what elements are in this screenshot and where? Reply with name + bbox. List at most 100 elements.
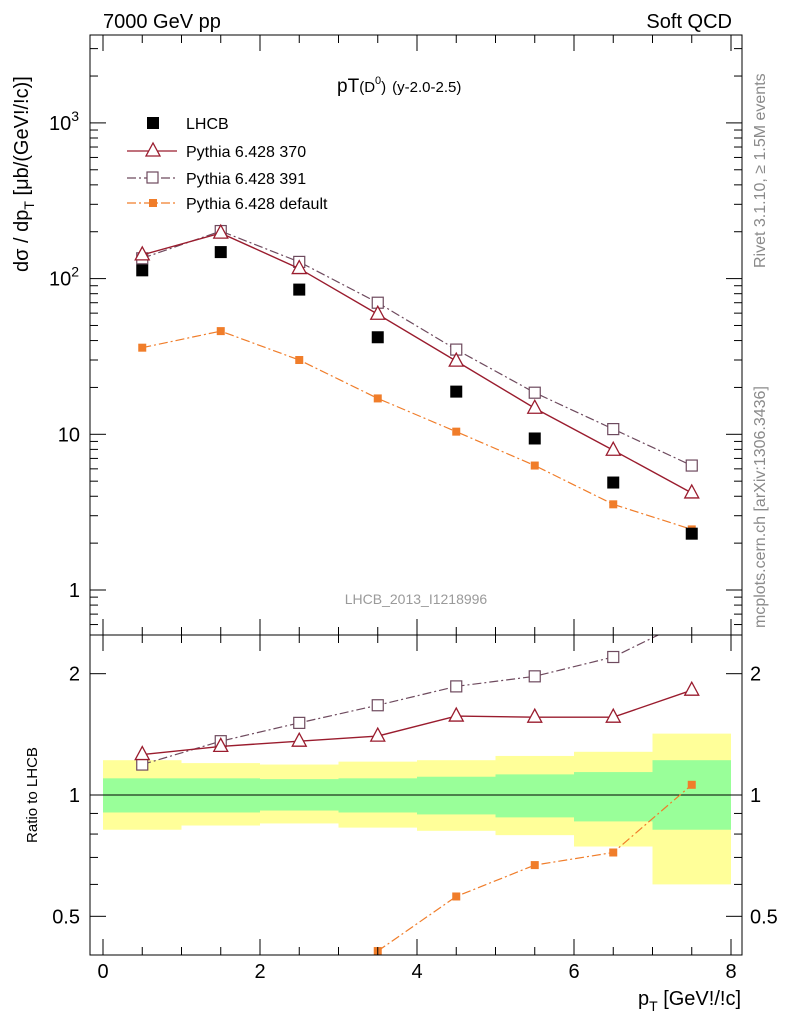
main-lhcb-point [450, 385, 463, 398]
ratio-uncertainty-bands [103, 733, 731, 885]
main-pythia-391-line [142, 230, 693, 467]
main-pythia-370-point [683, 483, 700, 499]
ylabel-sub: T [21, 201, 37, 210]
main-y-tick-label: 1 [69, 580, 80, 602]
main-y-tick-label: 10 [58, 424, 80, 446]
main-pythia-370-point [605, 440, 622, 456]
ratio-x-tick-label: 8 [725, 961, 736, 983]
tick-base: 10 [49, 113, 71, 135]
main-y-tick-label: 103 [49, 108, 79, 135]
main-pythia-370-line [142, 232, 693, 494]
xlabel-sub: T [649, 998, 658, 1014]
legend-item-pythia-370: Pythia 6.428 370 [127, 141, 306, 161]
ratio-x-tick-label: 2 [254, 961, 265, 983]
main-y-axis-label: dσ / dpT [μb/(GeV!/!c)] [11, 76, 37, 272]
energy-label: 7000 GeV pp [103, 11, 221, 33]
main-series-layer [134, 223, 700, 540]
x-axis-label: pT [GeV!/!c] [638, 988, 741, 1014]
rivet-label: Rivet 3.1.10, ≥ 1.5M events [752, 73, 769, 268]
main-pythia-391-point [685, 459, 698, 472]
ratio-pythia-370-point [448, 706, 465, 722]
main-pythia-default-point [373, 394, 382, 403]
legend: LHCB Pythia 6.428 370 Pythia 6.428 391 P… [127, 116, 328, 213]
legend-marker-pythia-391 [146, 171, 159, 184]
legend-label-pythia-391: Pythia 6.428 391 [186, 171, 306, 188]
title-rapidity: (y-2.0-2.5) [392, 79, 461, 96]
main-pythia-391-point [607, 422, 620, 436]
ylabel-unit: [μb/(GeV!/!c)] [11, 76, 33, 201]
title-main: pT [337, 76, 360, 97]
ratio-pythia-default-point [530, 861, 539, 870]
ratio-panel: 0.5 0.5 1 1 2 2 0 2 4 6 8 Ratio to LHCB pT [GeV!/… [24, 634, 778, 1014]
ratio-pythia-391-point [528, 670, 541, 683]
ratio-x-tick-label: 0 [97, 961, 108, 983]
ratio-x-tick-label: 6 [568, 961, 579, 983]
main-lhcb-point [293, 283, 306, 296]
ratio-pythia-391-point [136, 758, 149, 771]
ratio-pythia-391-point [293, 716, 306, 729]
main-lhcb-point [214, 246, 227, 259]
ratio-pythia-370-point [134, 745, 151, 761]
main-pythia-370-point [448, 351, 465, 367]
legend-label-lhcb: LHCB [186, 116, 229, 133]
ratio-inner-band [417, 776, 496, 815]
ratio-pythia-default-point [687, 780, 696, 789]
main-lhcb-point [136, 264, 149, 277]
main-lhcb-point [371, 331, 384, 344]
xlabel-main: p [638, 988, 649, 1010]
legend-label-pythia-370: Pythia 6.428 370 [186, 144, 306, 161]
process-label: Soft QCD [646, 11, 732, 33]
ratio-y-tick-label-right: 0.5 [750, 906, 778, 928]
ratio-inner-band [574, 772, 653, 822]
legend-item-lhcb: LHCB [147, 116, 229, 133]
main-pythia-370-point [526, 398, 543, 414]
ratio-pythia-default-line [377, 784, 693, 952]
ratio-y-axis: 0.5 0.5 1 1 2 2 [52, 664, 778, 929]
main-lhcb-point [607, 476, 620, 489]
main-pythia-default-point [216, 327, 225, 336]
tick-exponent: 3 [71, 108, 79, 124]
analysis-watermark: LHCB_2013_I1218996 [345, 591, 488, 607]
ratio-pythia-370-point [212, 737, 229, 753]
main-pythia-default-line [142, 330, 692, 530]
ratio-x-tick-label: 4 [411, 961, 422, 983]
legend-marker-lhcb [147, 117, 159, 129]
main-pythia-370-point [212, 223, 229, 239]
plot-title: pT(D0) (y-2.0-2.5) [337, 75, 461, 97]
ratio-y-tick-label: 0.5 [52, 906, 80, 928]
xlabel-unit: [GeV!/!c] [658, 988, 741, 1010]
legend-marker-pythia-default [149, 199, 157, 207]
ratio-x-axis: 0 2 4 6 8 [97, 635, 737, 983]
tick-exponent: 2 [71, 264, 79, 280]
title-superscript: 0 [375, 75, 381, 87]
main-y-tick-label: 102 [49, 264, 79, 291]
ratio-y-tick-label-right: 1 [750, 785, 761, 807]
legend-label-pythia-default: Pythia 6.428 default [186, 196, 328, 213]
ylabel-main: dσ / dp [11, 210, 33, 272]
legend-marker-pythia-370 [144, 141, 162, 157]
ratio-y-tick-label-right: 2 [750, 664, 761, 686]
main-pythia-370-point [291, 259, 308, 275]
title-paren-open: ( [359, 79, 364, 96]
ratio-y-tick-label: 2 [69, 664, 80, 686]
ratio-pythia-default-point [609, 848, 618, 857]
title-paren-close: ) [381, 79, 386, 96]
ratio-inner-band [495, 774, 574, 818]
main-pythia-391-point [528, 386, 541, 399]
ratio-pythia-370-point [291, 731, 308, 747]
main-pythia-370-point [134, 245, 151, 261]
main-lhcb-point [685, 527, 698, 540]
legend-item-pythia-391: Pythia 6.428 391 [127, 171, 306, 188]
main-x-ticks [102, 35, 732, 635]
ratio-y-tick-label: 1 [69, 785, 80, 807]
legend-item-pythia-default: Pythia 6.428 default [127, 196, 328, 213]
title-particle: D [364, 79, 375, 96]
main-pythia-370-point [369, 304, 386, 320]
ratio-pythia-370-point [526, 707, 543, 723]
ratio-pythia-370-point [683, 680, 700, 696]
ratio-pythia-370-point [369, 726, 386, 742]
ratio-pythia-370-point [605, 707, 622, 723]
main-pythia-default-point [609, 500, 618, 509]
